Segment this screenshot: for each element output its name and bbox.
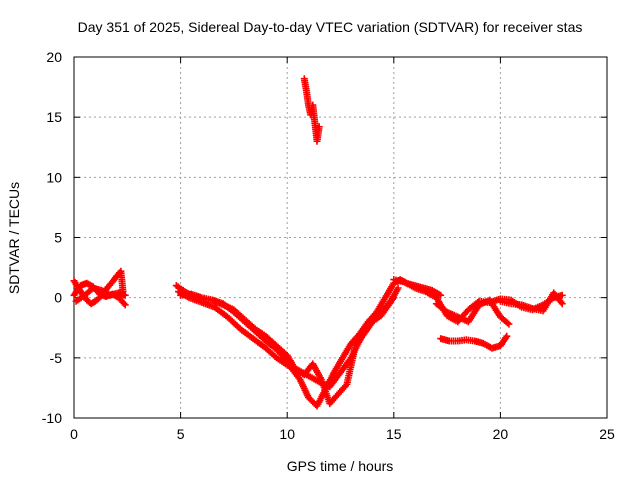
y-tick-label: 0 — [54, 290, 62, 306]
data-point-markers — [300, 75, 323, 145]
chart-title: Day 351 of 2025, Sidereal Day-to-day VTE… — [78, 19, 583, 35]
data-marks — [70, 75, 566, 410]
data-point-markers — [177, 284, 402, 408]
data-point-markers — [172, 276, 445, 410]
data-point-markers — [496, 289, 566, 315]
y-tick-label: -5 — [50, 350, 63, 366]
x-tick-label: 0 — [70, 426, 78, 442]
x-tick-label: 20 — [493, 426, 509, 442]
x-tick-label: 25 — [599, 426, 615, 442]
series-track-c — [72, 284, 129, 305]
y-tick-label: 10 — [46, 169, 62, 185]
series-track-i — [496, 289, 566, 315]
series-track-j — [437, 332, 511, 352]
series-track-h — [432, 296, 513, 328]
data-point-markers — [175, 288, 398, 391]
data-point-markers — [437, 332, 511, 352]
series-track-d — [172, 276, 445, 410]
data-point-markers — [432, 296, 513, 328]
y-tick-label: 5 — [54, 230, 62, 246]
series-track-k — [300, 75, 323, 145]
series-track-f — [177, 284, 402, 408]
x-tick-label: 5 — [177, 426, 185, 442]
axis-ticks: 0 5 10 15 20 25 20 15 10 5 0 -5 -10 — [42, 49, 615, 442]
series-track-e — [175, 288, 398, 391]
x-tick-label: 15 — [386, 426, 402, 442]
y-tick-label: -10 — [42, 410, 62, 426]
y-tick-label: 20 — [46, 49, 62, 65]
x-tick-label: 10 — [279, 426, 295, 442]
y-tick-label: 15 — [46, 109, 62, 125]
y-axis-label: SDTVAR / TECUs — [6, 182, 22, 294]
data-point-markers — [72, 284, 129, 305]
x-axis-label: GPS time / hours — [287, 458, 394, 474]
